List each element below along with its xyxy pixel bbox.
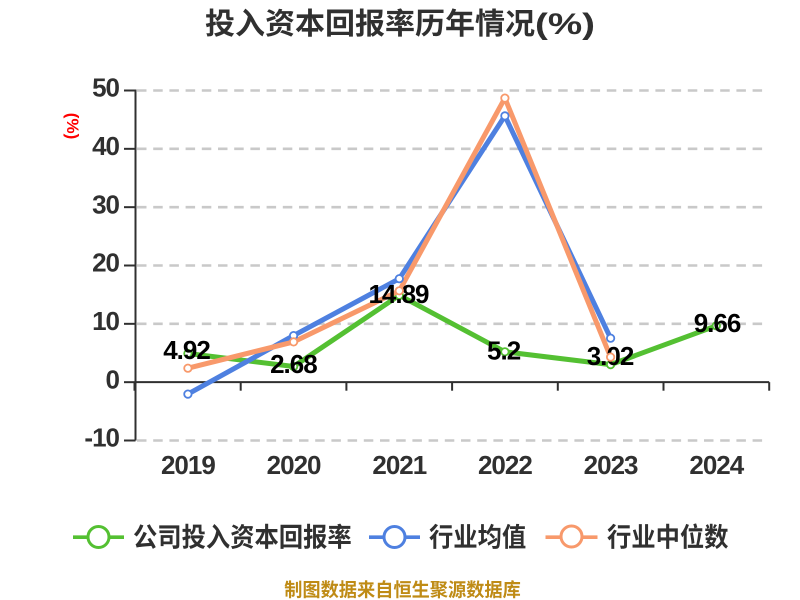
svg-text:9.66: 9.66: [694, 308, 741, 338]
svg-text:(%): (%): [63, 113, 82, 139]
svg-text:(%): (%): [535, 8, 595, 41]
svg-text:2020: 2020: [267, 450, 321, 480]
svg-text:2021: 2021: [372, 450, 426, 480]
svg-text:30: 30: [92, 189, 119, 219]
svg-text:2019: 2019: [161, 450, 215, 480]
svg-text:2024: 2024: [689, 450, 744, 480]
svg-text:2.68: 2.68: [270, 349, 317, 379]
svg-text:20: 20: [92, 248, 119, 278]
svg-text:4.92: 4.92: [163, 335, 210, 365]
svg-text:0: 0: [106, 364, 120, 394]
svg-text:2022: 2022: [478, 450, 532, 480]
svg-text:50: 50: [92, 73, 119, 103]
svg-text:2023: 2023: [584, 450, 638, 480]
svg-text:-10: -10: [84, 423, 119, 453]
svg-text:40: 40: [92, 131, 119, 161]
svg-text:10: 10: [92, 306, 119, 336]
svg-text:5.2: 5.2: [487, 336, 521, 366]
